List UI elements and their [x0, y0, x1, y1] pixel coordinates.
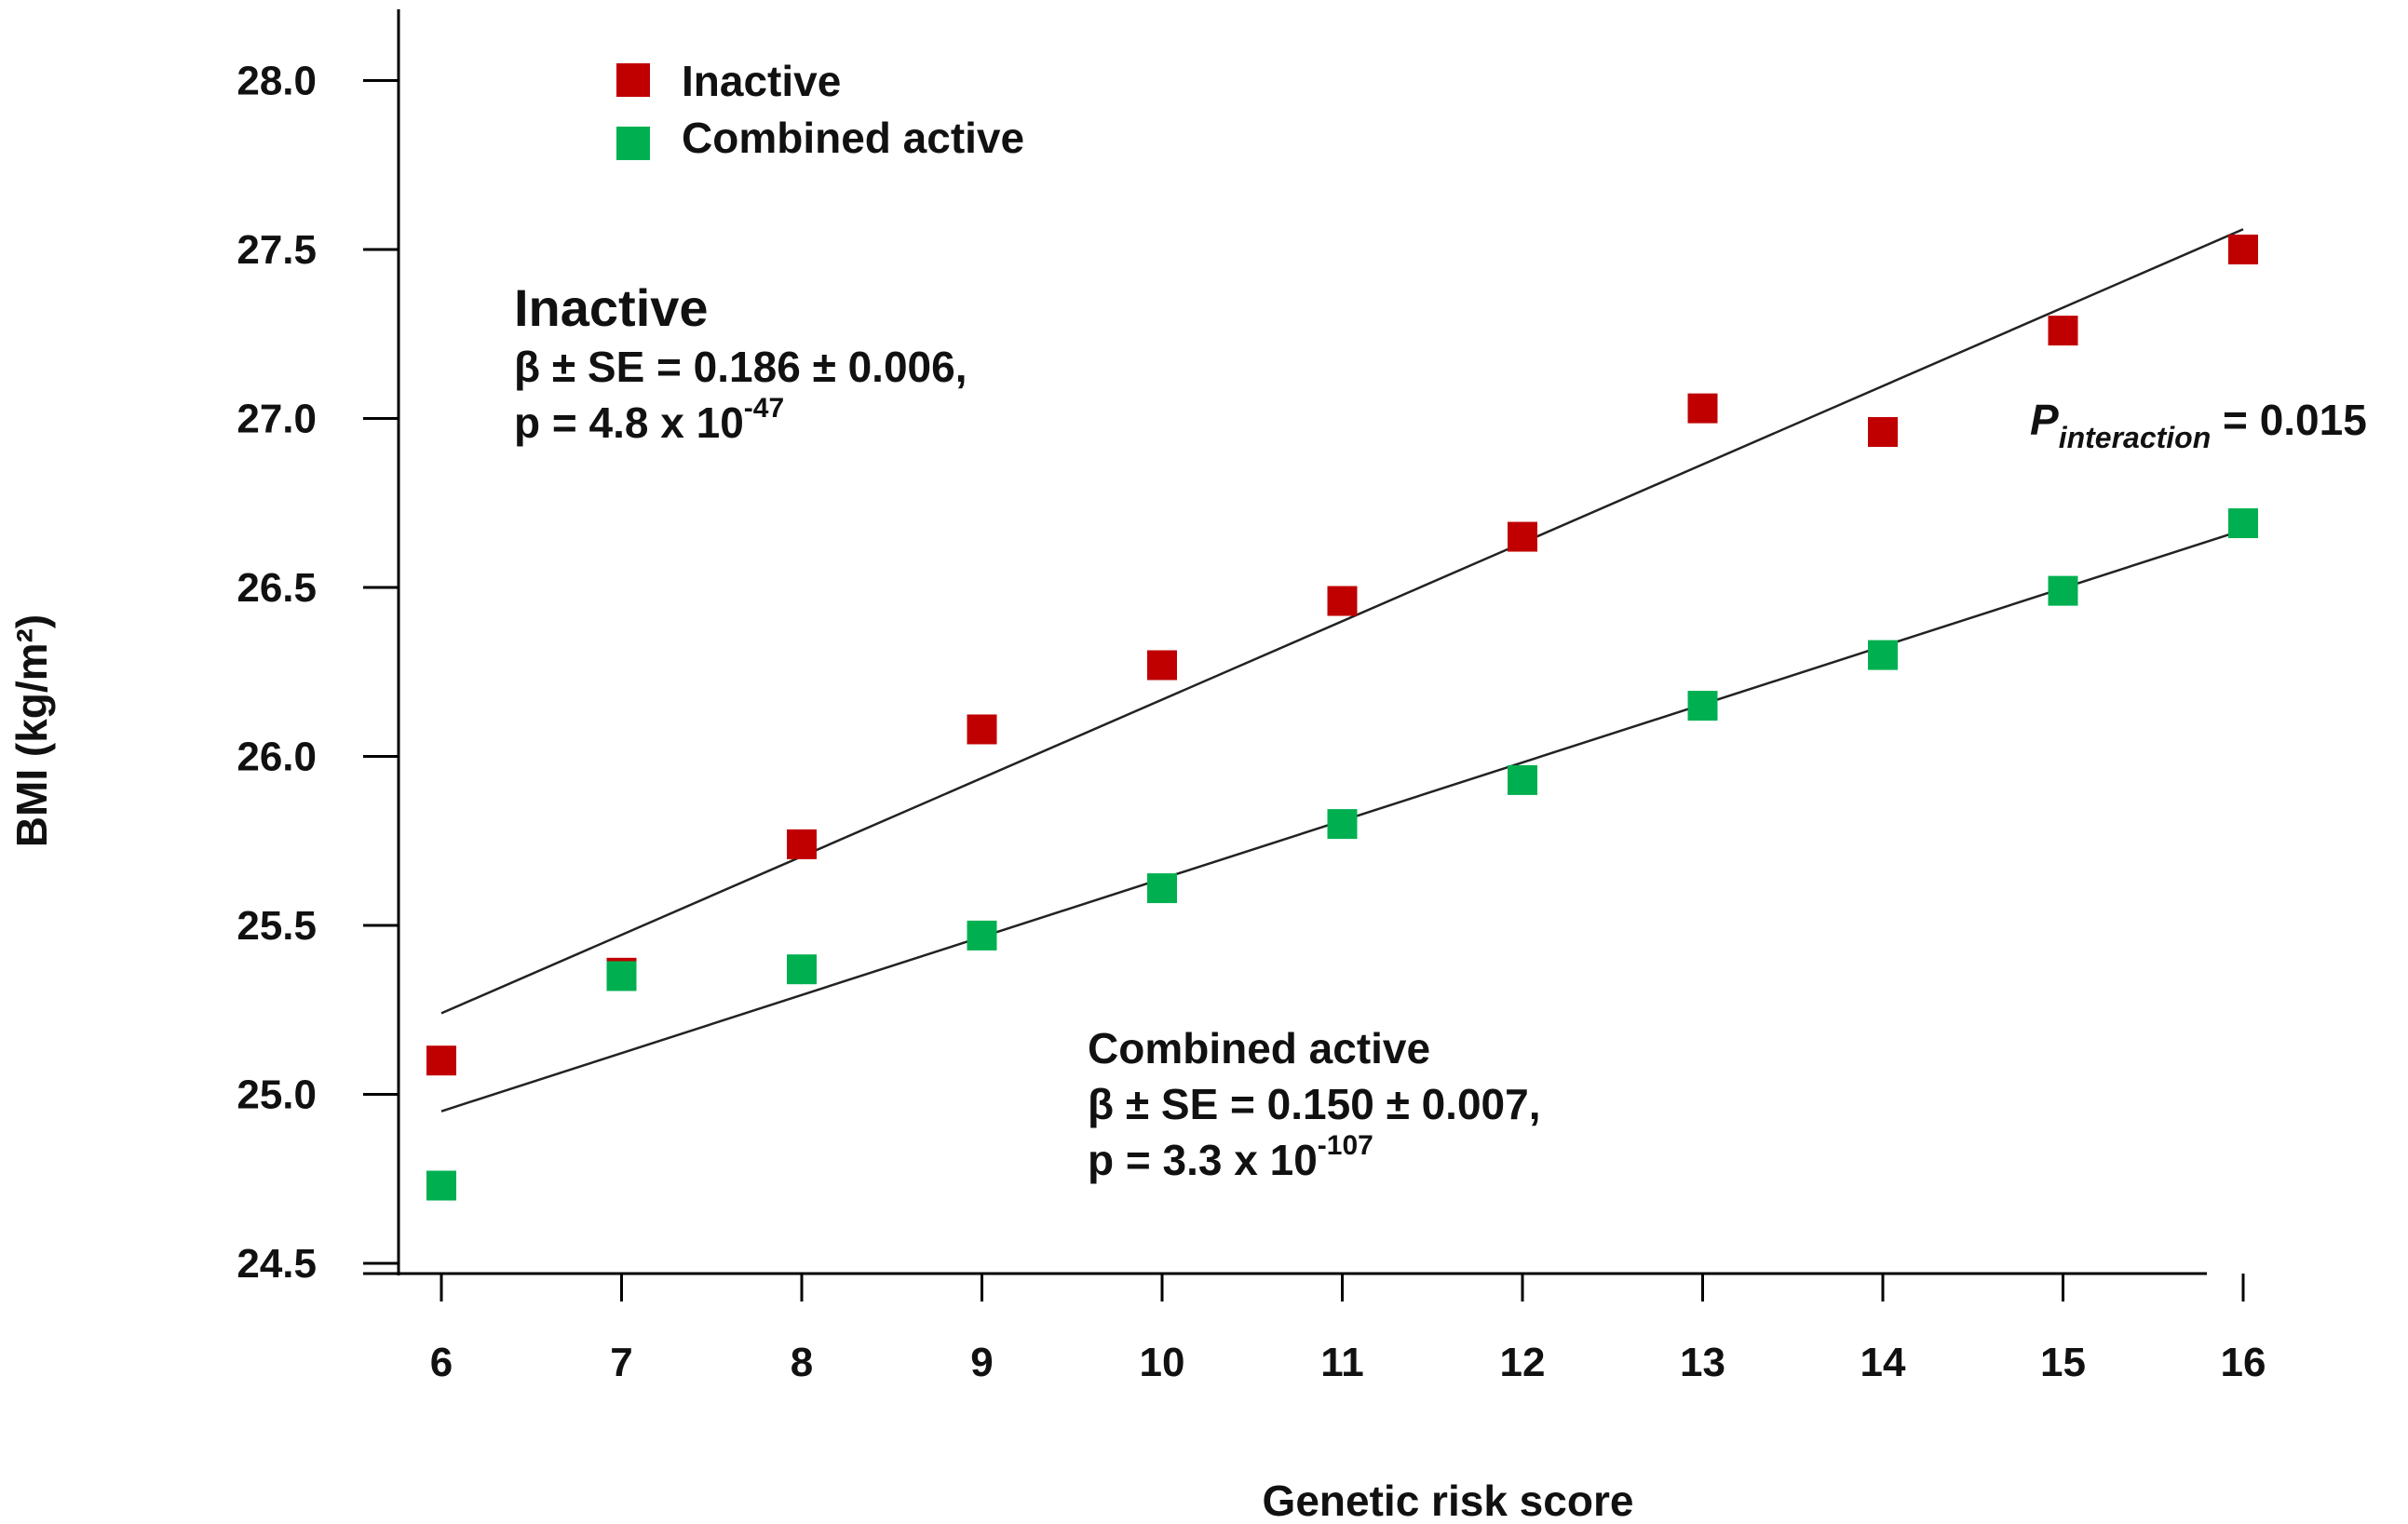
data-point-combined-active [1147, 873, 1177, 904]
p-interaction-subscript: interaction [2059, 421, 2212, 454]
x-tick-label: 13 [1680, 1340, 1725, 1385]
regression-line-inactive [440, 228, 2244, 1015]
y-tick-label: 25.0 [237, 1072, 317, 1118]
data-point-inactive [787, 829, 817, 859]
data-point-inactive [1687, 393, 1718, 424]
y-tick-label: 24.5 [237, 1241, 317, 1287]
x-tick-label: 9 [970, 1340, 993, 1385]
annotation-inactive: Inactive β ± SE = 0.186 ± 0.006, p = 4.8… [514, 278, 967, 447]
x-tick-label: 16 [2221, 1340, 2266, 1385]
data-point-combined-active [606, 961, 637, 991]
data-point-combined-active [967, 920, 997, 951]
x-tick-label: 12 [1500, 1340, 1546, 1385]
data-points [426, 235, 2258, 1201]
annotation-inactive-p-exponent: -47 [744, 393, 784, 424]
x-tick-label: 11 [1320, 1340, 1364, 1385]
legend-swatch-combined-active [616, 127, 650, 160]
data-point-inactive [2048, 316, 2078, 346]
annotation-combined-active: Combined active β ± SE = 0.150 ± 0.007, … [1088, 1024, 1540, 1184]
data-point-combined-active [2228, 508, 2258, 539]
annotation-active-beta: β ± SE = 0.150 ± 0.007, [1088, 1080, 1540, 1128]
data-point-combined-active [2048, 575, 2078, 606]
x-tick-label: 6 [430, 1340, 453, 1385]
data-point-inactive [2228, 235, 2258, 264]
data-point-inactive [426, 1045, 456, 1076]
axes [363, 9, 2207, 1275]
y-tick-label: 28.0 [237, 59, 317, 104]
legend-label-combined-active: Combined active [682, 114, 1024, 162]
data-point-combined-active [426, 1170, 456, 1201]
annotation-inactive-title: Inactive [514, 278, 709, 337]
p-interaction-value: = 0.015 [2211, 396, 2367, 444]
annotation-inactive-beta: β ± SE = 0.186 ± 0.006, [514, 343, 967, 391]
data-point-combined-active [787, 954, 817, 985]
x-axis-title: Genetic risk score [1263, 1477, 1634, 1524]
data-point-combined-active [1327, 809, 1358, 840]
legend-swatch-inactive [616, 63, 650, 97]
x-tick-label: 10 [1140, 1340, 1185, 1385]
y-axis-ticks: 24.5 25.0 25.5 26.0 26.5 27.0 27.5 28.0 [237, 59, 399, 1287]
y-tick-label: 27.5 [237, 227, 317, 273]
legend: Inactive Combined active [616, 57, 1024, 162]
y-tick-label: 27.0 [237, 397, 317, 442]
data-point-inactive [967, 714, 997, 745]
data-point-inactive [1147, 650, 1177, 681]
y-tick-label: 26.5 [237, 565, 317, 611]
annotation-inactive-pvalue: p = 4.8 x 10-47 [514, 393, 784, 447]
x-tick-label: 7 [610, 1340, 632, 1385]
annotation-active-p-base: p = 3.3 x 10 [1088, 1136, 1318, 1184]
legend-label-inactive: Inactive [682, 57, 841, 105]
y-axis-title: BMI (kg/m²) [7, 614, 56, 847]
annotation-inactive-p-base: p = 4.8 x 10 [514, 398, 744, 447]
x-tick-label: 15 [2040, 1340, 2086, 1385]
y-tick-label: 25.5 [237, 903, 317, 949]
x-tick-label: 8 [791, 1340, 813, 1385]
x-axis-ticks: 6 7 8 9 10 11 12 13 14 15 16 [430, 1274, 2266, 1385]
data-point-combined-active [1508, 764, 1537, 795]
data-point-inactive [1868, 417, 1898, 448]
y-tick-label: 26.0 [237, 735, 317, 780]
data-point-combined-active [1687, 691, 1718, 722]
data-point-inactive [1508, 521, 1537, 552]
annotation-active-title: Combined active [1088, 1024, 1430, 1072]
annotation-active-p-exponent: -107 [1318, 1130, 1373, 1161]
data-point-inactive [1327, 586, 1358, 616]
annotation-active-pvalue: p = 3.3 x 10-107 [1088, 1130, 1373, 1184]
x-tick-label: 14 [1860, 1340, 1906, 1385]
p-interaction-symbol: P [2030, 396, 2059, 444]
annotation-p-interaction: Pinteraction = 0.015 [2030, 396, 2367, 454]
data-point-combined-active [1868, 640, 1898, 670]
